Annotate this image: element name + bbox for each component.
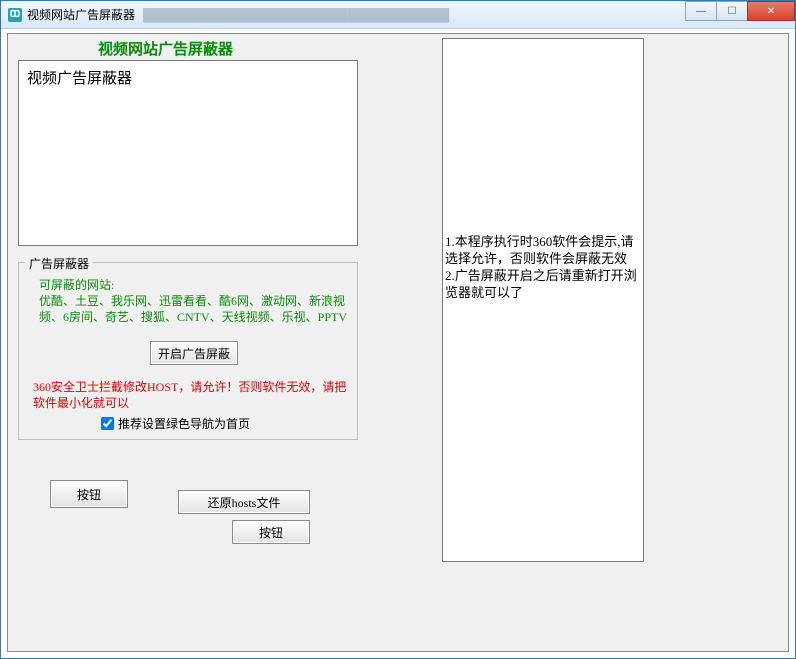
info-panel: 1.本程序执行时360软件会提示,请选择允许，否则软件会屏蔽无效 2.广告屏蔽开… [442,38,644,562]
window-controls: — ☐ ✕ [686,1,795,21]
minimize-button[interactable]: — [685,1,717,21]
page-title: 视频网站广告屏蔽器 [98,38,233,59]
button-2[interactable]: 按钮 [232,520,310,544]
warning-text: 360安全卫士拦截修改HOST，请允许！否则软件无效，请把软件最小化就可以 [33,379,353,411]
homepage-checkbox-label: 推荐设置绿色导航为首页 [118,415,250,432]
app-icon [7,7,23,23]
client-area: 视频网站广告屏蔽器 广告屏蔽器 可屏蔽的网站: 优酷、土豆、我乐网、迅雷看看、酷… [7,33,789,652]
supported-sites-heading: 可屏蔽的网站: [39,278,114,292]
button-1[interactable]: 按钮 [50,480,128,508]
supported-sites-text: 可屏蔽的网站: 优酷、土豆、我乐网、迅雷看看、酷6网、激动网、新浪视频、6房间、… [39,277,349,325]
homepage-checkbox[interactable] [101,417,114,430]
info-text: 1.本程序执行时360软件会提示,请选择允许，否则软件会屏蔽无效 2.广告屏蔽开… [443,233,643,301]
ad-block-groupbox: 广告屏蔽器 可屏蔽的网站: 优酷、土豆、我乐网、迅雷看看、酷6网、激动网、新浪视… [18,262,358,440]
log-textarea[interactable] [18,60,358,246]
restore-hosts-button[interactable]: 还原hosts文件 [178,490,310,514]
app-window: 视频网站广告屏蔽器 ██████████████████████████████… [0,0,796,659]
enable-adblock-button[interactable]: 开启广告屏蔽 [150,341,238,365]
titlebar[interactable]: 视频网站广告屏蔽器 ██████████████████████████████… [1,1,795,29]
maximize-button[interactable]: ☐ [716,1,748,21]
groupbox-legend: 广告屏蔽器 [25,255,93,272]
window-title: 视频网站广告屏蔽器 [27,6,135,23]
titlebar-blurred: ████████████████████████████████████ [143,8,449,22]
close-button[interactable]: ✕ [747,1,795,21]
homepage-checkbox-row[interactable]: 推荐设置绿色导航为首页 [101,415,250,432]
supported-sites-list: 优酷、土豆、我乐网、迅雷看看、酷6网、激动网、新浪视频、6房间、奇艺、搜狐、CN… [39,294,347,324]
